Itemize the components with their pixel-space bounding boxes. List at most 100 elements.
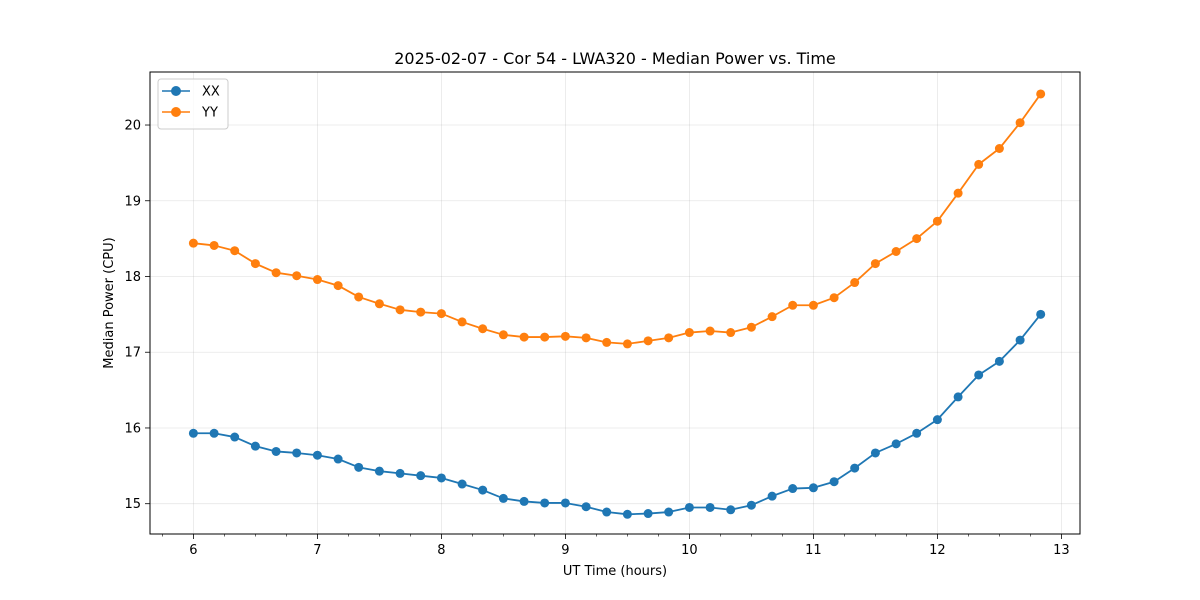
x-tick-label: 9 bbox=[561, 543, 569, 558]
data-point-xx bbox=[457, 479, 467, 489]
data-point-xx bbox=[560, 498, 570, 508]
y-axis-label: Median Power (CPU) bbox=[102, 237, 117, 368]
data-point-xx bbox=[705, 502, 715, 512]
x-axis-label: UT Time (hours) bbox=[563, 564, 667, 579]
data-point-yy bbox=[705, 326, 715, 336]
x-tick-label: 13 bbox=[1053, 543, 1070, 558]
data-point-yy bbox=[788, 300, 798, 310]
data-point-xx bbox=[519, 496, 529, 506]
data-point-yy bbox=[1036, 89, 1046, 99]
data-point-xx bbox=[643, 509, 653, 519]
data-point-yy bbox=[478, 324, 488, 334]
data-point-xx bbox=[188, 428, 198, 438]
data-point-xx bbox=[354, 462, 364, 472]
data-point-xx bbox=[312, 450, 322, 460]
y-tick-label: 16 bbox=[124, 421, 141, 436]
chart-title: 2025-02-07 - Cor 54 - LWA320 - Median Po… bbox=[394, 49, 836, 68]
data-point-yy bbox=[230, 246, 240, 256]
data-point-yy bbox=[1015, 118, 1025, 128]
data-point-yy bbox=[726, 328, 736, 338]
series-xx bbox=[188, 309, 1046, 519]
data-point-xx bbox=[271, 446, 281, 456]
data-point-yy bbox=[850, 278, 860, 288]
data-point-yy bbox=[209, 240, 219, 250]
data-point-yy bbox=[664, 333, 674, 343]
data-point-yy bbox=[271, 268, 281, 278]
data-point-yy bbox=[540, 332, 550, 342]
data-point-xx bbox=[209, 428, 219, 438]
data-point-yy bbox=[416, 307, 426, 317]
data-point-xx bbox=[684, 502, 694, 512]
legend-label-yy: YY bbox=[201, 106, 218, 121]
data-point-xx bbox=[808, 483, 818, 493]
legend-marker-xx bbox=[171, 86, 181, 96]
legend-marker-yy bbox=[171, 107, 181, 117]
data-point-xx bbox=[767, 491, 777, 501]
data-point-yy bbox=[891, 246, 901, 256]
data-point-xx bbox=[230, 432, 240, 442]
data-point-xx bbox=[374, 466, 384, 476]
data-point-xx bbox=[498, 493, 508, 503]
data-point-yy bbox=[188, 238, 198, 248]
data-point-yy bbox=[870, 259, 880, 269]
data-point-yy bbox=[767, 312, 777, 322]
data-point-yy bbox=[436, 309, 446, 319]
data-point-yy bbox=[602, 337, 612, 347]
data-point-yy bbox=[581, 333, 591, 343]
legend: XX YY bbox=[157, 78, 229, 130]
data-point-yy bbox=[953, 188, 963, 198]
data-point-yy bbox=[374, 299, 384, 309]
data-point-xx bbox=[1036, 309, 1046, 319]
data-point-xx bbox=[891, 439, 901, 449]
data-point-xx bbox=[932, 415, 942, 425]
x-tick-label: 6 bbox=[189, 543, 197, 558]
data-point-xx bbox=[292, 448, 302, 458]
data-point-xx bbox=[622, 509, 632, 519]
data-point-yy bbox=[829, 293, 839, 303]
data-point-yy bbox=[395, 305, 405, 315]
y-tick-label: 20 bbox=[124, 119, 141, 134]
data-point-yy bbox=[746, 322, 756, 332]
data-point-yy bbox=[560, 331, 570, 341]
plot-frame bbox=[149, 71, 1081, 535]
y-tick-label: 17 bbox=[124, 346, 141, 361]
data-point-xx bbox=[912, 428, 922, 438]
data-point-yy bbox=[974, 159, 984, 169]
data-point-yy bbox=[932, 216, 942, 226]
y-tick-label: 15 bbox=[124, 497, 141, 512]
data-point-xx bbox=[829, 477, 839, 487]
y-tick-label: 19 bbox=[124, 194, 141, 209]
data-point-xx bbox=[478, 485, 488, 495]
data-point-xx bbox=[664, 507, 674, 517]
data-point-yy bbox=[684, 328, 694, 338]
data-point-xx bbox=[726, 505, 736, 515]
x-tick-label: 7 bbox=[313, 543, 321, 558]
data-point-yy bbox=[312, 275, 322, 285]
data-point-xx bbox=[602, 507, 612, 517]
y-axis: 15 16 17 18 19 20 bbox=[124, 119, 150, 512]
data-point-xx bbox=[994, 356, 1004, 366]
data-point-xx bbox=[436, 473, 446, 483]
data-point-yy bbox=[333, 281, 343, 291]
data-point-yy bbox=[808, 300, 818, 310]
data-point-yy bbox=[292, 271, 302, 281]
data-point-yy bbox=[994, 143, 1004, 153]
data-point-xx bbox=[581, 502, 591, 512]
data-point-yy bbox=[643, 336, 653, 346]
series-layer bbox=[188, 89, 1046, 519]
data-point-xx bbox=[1015, 335, 1025, 345]
data-point-xx bbox=[870, 448, 880, 458]
y-tick-label: 18 bbox=[124, 270, 141, 285]
data-point-yy bbox=[354, 292, 364, 302]
data-point-yy bbox=[457, 317, 467, 327]
data-point-yy bbox=[622, 339, 632, 349]
data-point-yy bbox=[498, 330, 508, 340]
legend-label-xx: XX bbox=[202, 85, 220, 100]
data-point-yy bbox=[912, 234, 922, 244]
data-point-xx bbox=[953, 392, 963, 402]
data-point-xx bbox=[333, 454, 343, 464]
data-point-yy bbox=[250, 259, 260, 269]
x-tick-label: 12 bbox=[929, 543, 946, 558]
data-point-yy bbox=[519, 332, 529, 342]
